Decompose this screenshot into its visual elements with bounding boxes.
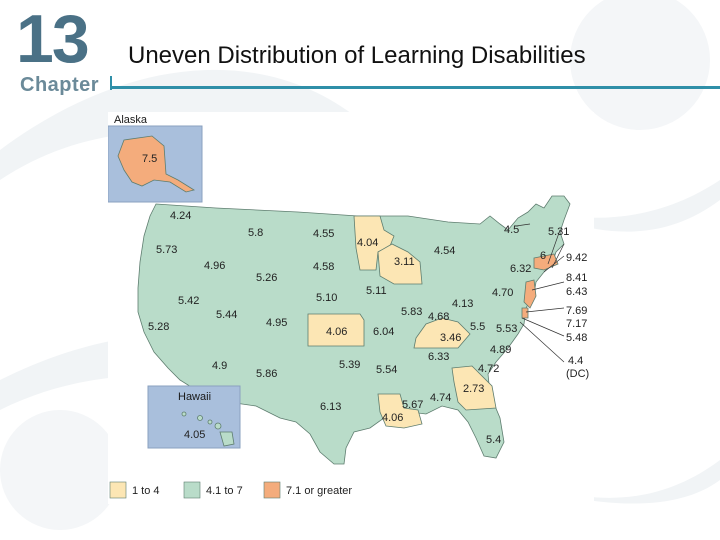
de-callout-line — [525, 307, 565, 313]
new-mexico-value-label: 5.86 — [256, 368, 277, 380]
delaware-region — [521, 307, 529, 319]
new-jersey-region — [523, 279, 537, 309]
hawaii-big-island — [219, 431, 235, 447]
wisconsin-region — [377, 243, 423, 285]
ct-callout-line — [543, 255, 565, 273]
alaska-region — [117, 135, 196, 193]
nebraska-value-label: 5.10 — [316, 292, 337, 304]
arizona-value-label: 4.9 — [212, 360, 227, 372]
chapter-word: Chapter — [20, 74, 100, 96]
north-dakota-value-label: 4.55 — [313, 228, 334, 240]
tennessee-value-label: 6.33 — [428, 351, 449, 363]
kentucky-region — [413, 317, 471, 349]
ohio-value-label: 4.13 — [452, 298, 473, 310]
legend-label-mid: 4.1 to 7 — [206, 485, 243, 497]
legend-swatch-low — [109, 481, 127, 499]
minnesota-value-label: 4.04 — [357, 237, 378, 249]
connecticut-value-label: 6.43 — [566, 286, 587, 298]
delaware-value-label: 7.17 — [566, 318, 587, 330]
maine-value-label: 5.31 — [548, 226, 569, 238]
us-map-panel: Alaska 7.5 Hawaii 4.05 4.24 5.73 4.96 5.8 5.… — [108, 112, 594, 504]
west-virginia-value-label: 5.5 — [470, 321, 485, 333]
georgia-region — [451, 365, 497, 411]
florida-value-label: 5.4 — [486, 434, 501, 446]
alaska-inset: Alaska 7.5 — [108, 114, 203, 203]
south-carolina-value-label: 4.72 — [478, 363, 499, 375]
title-underline — [110, 86, 720, 89]
kansas-region — [307, 313, 365, 347]
california-value-label: 5.28 — [148, 321, 169, 333]
nevada-value-label: 5.42 — [178, 295, 199, 307]
michigan-value-label: 4.54 — [434, 245, 455, 257]
indiana-value-label: 4.68 — [428, 311, 449, 323]
montana-value-label: 5.8 — [248, 227, 263, 239]
state-value-labels: 4.24 5.73 4.96 5.8 5.26 5.42 5.44 5.28 4.95 4.9 5.… — [148, 210, 587, 446]
maryland-value-label: 5.48 — [566, 332, 587, 344]
legend-label-high: 7.1 or greater — [286, 485, 352, 497]
massachusetts-value-label: 9.42 — [566, 252, 587, 264]
hawaii-inset-title: Hawaii — [178, 391, 211, 403]
md-callout-line — [521, 317, 565, 337]
title-divider — [110, 76, 112, 90]
kansas-value-label: 4.06 — [326, 326, 347, 338]
alaska-value: 7.5 — [142, 153, 157, 165]
dc-value: 4.4 — [568, 355, 583, 367]
new-york-value-label: 6.32 — [510, 263, 531, 275]
illinois-value-label: 5.83 — [401, 306, 422, 318]
dc-name: (DC) — [566, 368, 589, 380]
legend-label-low: 1 to 4 — [132, 485, 160, 497]
new-jersey-value-label: 7.69 — [566, 305, 587, 317]
alaska-inset-title: Alaska — [114, 114, 148, 126]
wisconsin-value-label: 3.11 — [394, 256, 415, 268]
mississippi-value-label: 5.67 — [402, 399, 423, 411]
wyoming-value-label: 5.26 — [256, 272, 277, 284]
virginia-value-label: 5.53 — [496, 323, 517, 335]
utah-value-label: 5.44 — [216, 309, 237, 321]
legend-swatch-high — [263, 481, 281, 499]
nj-callout-line — [531, 281, 565, 291]
georgia-value-label: 2.73 — [463, 383, 484, 395]
dc-callout-line — [519, 321, 565, 363]
missouri-value-label: 6.04 — [373, 326, 394, 338]
hawaii-inset: Hawaii 4.05 — [147, 385, 241, 449]
chapter-badge: 13 Chapter — [8, 2, 104, 102]
texas-value-label: 6.13 — [320, 401, 341, 413]
hawaii-value: 4.05 — [184, 429, 205, 441]
legend-swatch-mid — [183, 481, 201, 499]
north-carolina-value-label: 4.89 — [490, 344, 511, 356]
ma-callout-line — [547, 229, 561, 265]
louisiana-region — [377, 393, 423, 429]
map-legend: 1 to 4 4.1 to 7 7.1 or greater — [109, 481, 352, 499]
vermont-value-label: 6 — [540, 250, 546, 262]
iowa-value-label: 5.11 — [366, 285, 387, 297]
oregon-value-label: 5.73 — [156, 244, 177, 256]
colorado-value-label: 4.95 — [266, 317, 287, 329]
rhode-island-value-label: 8.41 — [566, 272, 587, 284]
hawaii-island-4 — [214, 422, 222, 430]
alabama-value-label: 4.74 — [430, 392, 451, 404]
hawaii-island-3 — [207, 419, 213, 425]
nh-callout-line — [515, 223, 531, 227]
pennsylvania-value-label: 4.70 — [492, 287, 513, 299]
south-dakota-value-label: 4.58 — [313, 261, 334, 273]
slide-title: Uneven Distribution of Learning Disabili… — [128, 42, 586, 69]
new-hampshire-value-label: 4.5 — [504, 224, 519, 236]
oklahoma-value-label: 5.39 — [339, 359, 360, 371]
hawaii-island-2 — [197, 415, 203, 421]
louisiana-value-label: 4.06 — [382, 412, 403, 424]
idaho-value-label: 4.96 — [204, 260, 225, 272]
chapter-number: 13 — [16, 1, 90, 77]
kentucky-value-label: 3.46 — [440, 332, 461, 344]
washington-value-label: 4.24 — [170, 210, 191, 222]
hawaii-island-1 — [181, 411, 187, 417]
arkansas-value-label: 5.54 — [376, 364, 397, 376]
us-map: Alaska 7.5 Hawaii 4.05 4.245.734.965.85.… — [108, 114, 589, 499]
northeast-callouts — [515, 223, 565, 363]
